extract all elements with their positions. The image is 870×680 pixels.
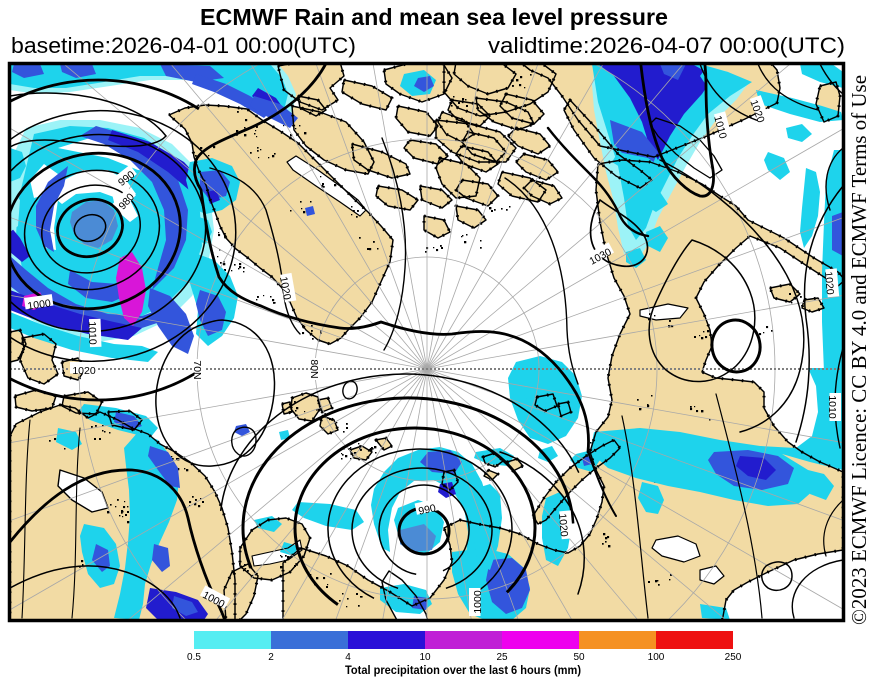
svg-text:©2023 ECMWF Licence: CC BY 4.0: ©2023 ECMWF Licence: CC BY 4.0 and ECMWF…	[847, 75, 870, 625]
svg-text:1020: 1020	[72, 365, 96, 377]
svg-text:80N: 80N	[308, 359, 320, 378]
svg-text:100: 100	[648, 652, 665, 663]
svg-text:1010: 1010	[711, 114, 729, 140]
svg-text:10: 10	[419, 652, 431, 663]
svg-text:1020: 1020	[277, 276, 293, 301]
svg-text:basetime:2026-04-01 00:00(UTC): basetime:2026-04-01 00:00(UTC)	[11, 33, 356, 58]
svg-text:50: 50	[573, 652, 585, 663]
svg-text:250: 250	[725, 652, 742, 663]
svg-text:Total precipitation over the l: Total precipitation over the last 6 hour…	[345, 663, 581, 677]
svg-text:1000: 1000	[472, 590, 484, 614]
svg-text:4: 4	[345, 652, 351, 663]
svg-text:25: 25	[496, 652, 508, 663]
svg-text:1010: 1010	[826, 395, 838, 419]
svg-text:1000: 1000	[27, 297, 52, 312]
svg-text:1020: 1020	[822, 271, 836, 295]
svg-text:0.5: 0.5	[187, 652, 201, 663]
svg-text:validtime:2026-04-07 00:00(UTC: validtime:2026-04-07 00:00(UTC)	[488, 33, 845, 58]
svg-text:70N: 70N	[191, 360, 203, 379]
svg-text:2: 2	[268, 652, 274, 663]
svg-text:990: 990	[417, 502, 437, 517]
svg-text:1010: 1010	[86, 321, 99, 345]
svg-text:1020: 1020	[556, 513, 570, 537]
svg-text:ECMWF Rain and mean sea level: ECMWF Rain and mean sea level pressure	[200, 4, 668, 30]
